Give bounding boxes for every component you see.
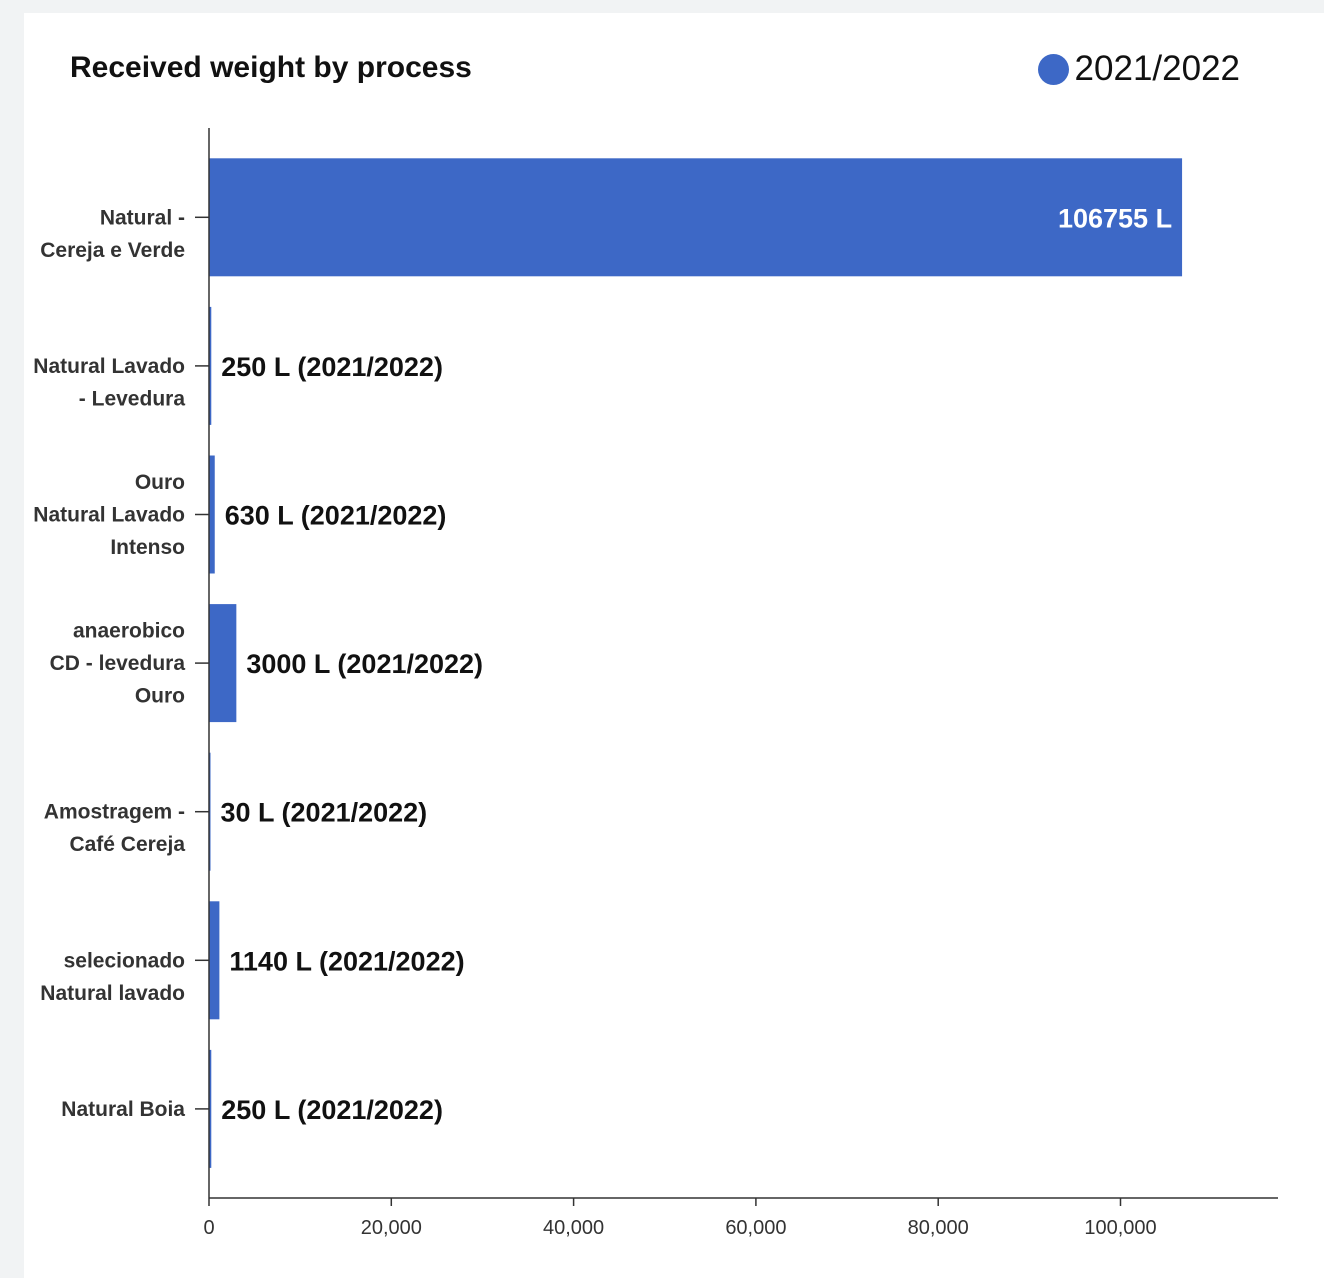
bar-6[interactable]	[209, 1049, 212, 1168]
category-label-3-0: anaerobico	[73, 620, 185, 643]
bar-0[interactable]	[209, 158, 1183, 277]
x-tick-label-1: 20,000	[361, 1217, 422, 1239]
legend-label: 2021/2022	[1074, 49, 1240, 88]
category-label-5-1: Natural lavado	[40, 982, 185, 1005]
data-label-3: 3000 L (2021/2022)	[246, 649, 483, 679]
category-label-2-0: Ouro	[135, 471, 185, 494]
data-label-2: 630 L (2021/2022)	[225, 501, 447, 531]
x-tick-label-5: 100,000	[1084, 1217, 1156, 1239]
category-label-0-1: Cereja e Verde	[40, 239, 185, 262]
category-label-2-2: Intenso	[110, 536, 185, 559]
category-label-3-2: Ouro	[135, 685, 185, 708]
bar-3[interactable]	[209, 604, 237, 723]
chart-card: Received weight by process 2021/2022 Nat…	[24, 13, 1324, 1278]
bar-2[interactable]	[209, 455, 215, 574]
category-label-5-0: selecionado	[64, 949, 185, 972]
bar-5[interactable]	[209, 901, 220, 1020]
category-label-1-1: - Levedura	[79, 387, 186, 410]
category-label-0-0: Natural -	[100, 206, 185, 229]
category-label-4-1: Café Cereja	[69, 833, 185, 856]
category-label-4-0: Amostragem -	[44, 801, 185, 824]
chart-title: Received weight by process	[70, 51, 472, 84]
x-tick-label-0: 0	[203, 1217, 214, 1239]
x-tick-label-4: 80,000	[908, 1217, 969, 1239]
data-label-0: 106755 L	[1058, 203, 1172, 233]
category-label-3-1: CD - levedura	[50, 652, 186, 675]
legend[interactable]: 2021/2022	[1037, 49, 1240, 89]
x-tick-label-3: 60,000	[725, 1217, 786, 1239]
category-label-6-0: Natural Boia	[61, 1098, 185, 1121]
bar-chart-plot: Natural - Cereja e Verde 106755 L Natural L…	[33, 128, 1278, 1239]
data-label-5: 1140 L (2021/2022)	[229, 946, 464, 976]
x-tick-label-2: 40,000	[543, 1217, 604, 1239]
bar-1[interactable]	[209, 306, 212, 425]
category-label-1-0: Natural Lavado	[33, 355, 185, 378]
data-label-6: 250 L (2021/2022)	[221, 1095, 443, 1125]
legend-swatch	[1037, 53, 1069, 85]
category-label-2-1: Natural Lavado	[33, 504, 185, 527]
data-label-4: 30 L (2021/2022)	[221, 798, 428, 828]
data-label-1: 250 L (2021/2022)	[221, 352, 443, 382]
